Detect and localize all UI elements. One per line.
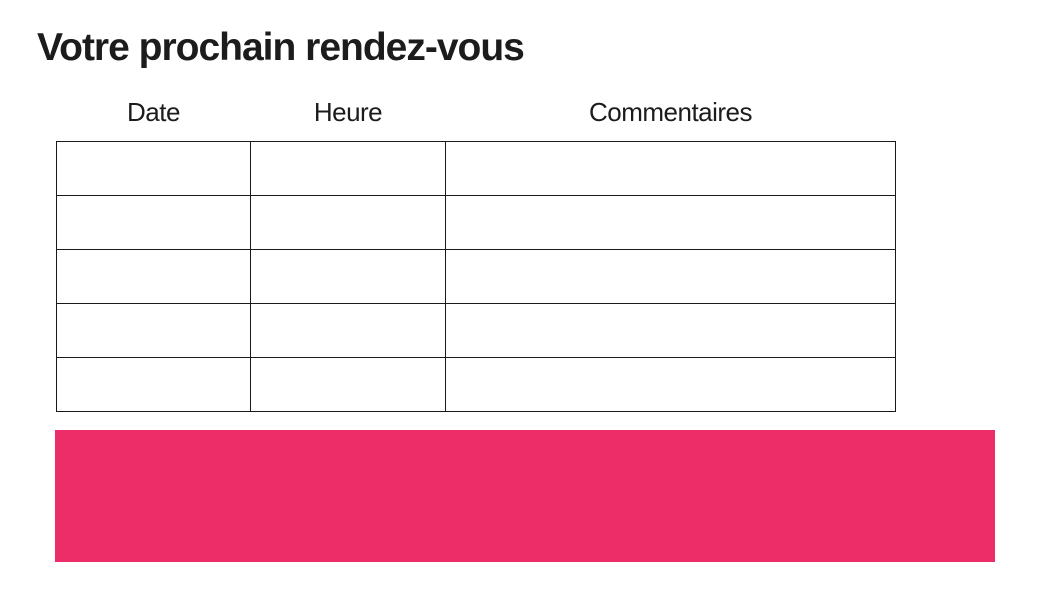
appointments-table-body — [56, 141, 896, 412]
column-header-heure: Heure — [313, 97, 383, 127]
table-row — [56, 195, 896, 250]
table-cell — [56, 357, 251, 412]
table-cell — [250, 195, 446, 250]
table-row — [56, 249, 896, 304]
table-cell — [250, 249, 446, 304]
column-header-date: Date — [127, 97, 180, 127]
table-cell — [56, 303, 251, 358]
table-cell — [445, 249, 896, 304]
table-header-row: Date Heure Commentaires — [57, 90, 896, 142]
table-cell — [250, 141, 446, 196]
table-cell — [56, 249, 251, 304]
table-cell — [445, 357, 896, 412]
column-header-commentaires: Commentaires — [588, 97, 753, 127]
table-cell — [445, 141, 896, 196]
table-row — [56, 303, 896, 358]
table-cell — [56, 195, 251, 250]
highlight-bar — [55, 430, 995, 562]
table-cell — [250, 303, 446, 358]
table-row — [56, 141, 896, 196]
table-cell — [250, 357, 446, 412]
table-row — [56, 357, 896, 412]
table-cell — [56, 141, 251, 196]
page-title: Votre prochain rendez-vous — [37, 26, 525, 69]
table-cell — [445, 195, 896, 250]
table-cell — [445, 303, 896, 358]
appointments-table: Date Heure Commentaires — [56, 90, 896, 412]
appointments-table-container: Date Heure Commentaires — [56, 90, 896, 412]
